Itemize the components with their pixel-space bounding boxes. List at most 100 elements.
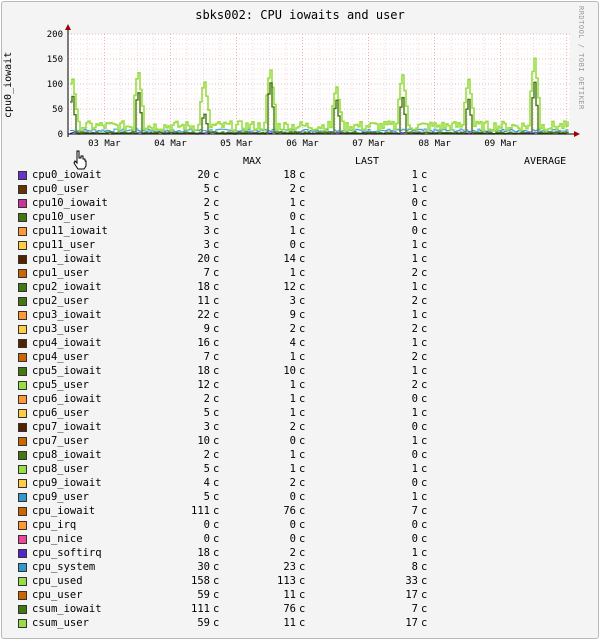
legend-average-value: 7 — [411, 505, 418, 517]
legend-row: cpu11_iowait 3 c 1 c 0 c — [0, 224, 600, 238]
legend-swatch — [18, 269, 27, 278]
legend-row: cpu_iowait 111 c 76 c 7 c — [0, 504, 600, 518]
legend-unit: c — [213, 617, 220, 629]
legend-series-name: cpu11_iowait — [32, 225, 108, 237]
legend-average-value: 1 — [411, 183, 418, 195]
legend-last-value: 76 — [283, 603, 296, 615]
legend-row: cpu_used 158 c 113 c 33 c — [0, 574, 600, 588]
legend-unit: c — [213, 365, 220, 377]
legend-row: csum_user 59 c 11 c 17 c — [0, 616, 600, 630]
legend-swatch — [18, 353, 27, 362]
legend-swatch — [18, 535, 27, 544]
legend-average-value: 2 — [411, 351, 418, 363]
legend-last-value: 0 — [289, 211, 296, 223]
legend-series-name: cpu_irq — [32, 519, 77, 531]
legend-unit: c — [299, 211, 306, 223]
legend-unit: c — [421, 211, 428, 223]
legend-row: cpu_system 30 c 23 c 8 c — [0, 560, 600, 574]
legend-max-value: 2 — [203, 393, 210, 405]
legend-unit: c — [299, 281, 306, 293]
legend-unit: c — [213, 337, 220, 349]
legend-last-value: 3 — [289, 295, 296, 307]
legend-unit: c — [421, 183, 428, 195]
legend-unit: c — [299, 421, 306, 433]
legend-row: cpu_irq 0 c 0 c 0 c — [0, 518, 600, 532]
legend-average-value: 1 — [411, 365, 418, 377]
legend-last-value: 0 — [289, 491, 296, 503]
x-tick-label: 04 Mar — [154, 139, 187, 149]
legend-series-name: cpu1_iowait — [32, 253, 102, 265]
legend-series-name: cpu4_user — [32, 351, 89, 363]
legend-swatch — [18, 297, 27, 306]
legend-series-name: cpu7_iowait — [32, 421, 102, 433]
legend-last-value: 0 — [289, 435, 296, 447]
series-line-cpu-used — [70, 57, 569, 132]
legend-series-name: cpu2_user — [32, 295, 89, 307]
legend-swatch — [18, 395, 27, 404]
legend-unit: c — [299, 197, 306, 209]
legend-max-value: 12 — [197, 379, 210, 391]
legend-header-max: MAX — [243, 156, 262, 167]
legend-last-value: 1 — [289, 197, 296, 209]
legend-unit: c — [421, 337, 428, 349]
legend-swatch — [18, 241, 27, 250]
legend-max-value: 111 — [191, 603, 210, 615]
legend-last-value: 1 — [289, 351, 296, 363]
legend-average-value: 0 — [411, 197, 418, 209]
legend-series-name: cpu_softirq — [32, 547, 102, 559]
x-tick-label: 03 Mar — [88, 139, 121, 149]
legend-unit: c — [421, 575, 428, 587]
legend-unit: c — [299, 589, 306, 601]
legend-swatch — [18, 255, 27, 264]
x-tick-label: 08 Mar — [418, 139, 451, 149]
legend-unit: c — [299, 323, 306, 335]
legend-unit: c — [213, 463, 220, 475]
y-tick-label: 150 — [47, 55, 63, 65]
legend-swatch — [18, 227, 27, 236]
legend-max-value: 5 — [203, 211, 210, 223]
legend-unit: c — [421, 421, 428, 433]
legend-series-name: cpu7_user — [32, 435, 89, 447]
legend-series-name: cpu6_user — [32, 407, 89, 419]
legend-row: cpu4_iowait 16 c 4 c 1 c — [0, 336, 600, 350]
legend-unit: c — [299, 337, 306, 349]
legend-swatch — [18, 507, 27, 516]
legend-max-value: 18 — [197, 281, 210, 293]
legend-last-value: 1 — [289, 407, 296, 419]
legend-max-value: 2 — [203, 449, 210, 461]
legend-unit: c — [213, 505, 220, 517]
legend-swatch — [18, 171, 27, 180]
legend-max-value: 5 — [203, 463, 210, 475]
legend-swatch — [18, 465, 27, 474]
legend-unit: c — [213, 603, 220, 615]
legend-unit: c — [299, 561, 306, 573]
legend-series-name: cpu3_user — [32, 323, 89, 335]
legend-max-value: 3 — [203, 225, 210, 237]
legend-series-name: cpu3_iowait — [32, 309, 102, 321]
legend-swatch — [18, 325, 27, 334]
x-tick-label: 06 Mar — [286, 139, 319, 149]
legend-series-name: cpu5_user — [32, 379, 89, 391]
legend-unit: c — [213, 239, 220, 251]
legend-unit: c — [421, 379, 428, 391]
legend-average-value: 0 — [411, 519, 418, 531]
legend-unit: c — [421, 309, 428, 321]
legend-series-name: cpu10_iowait — [32, 197, 108, 209]
legend-unit: c — [421, 519, 428, 531]
y-tick-label: 100 — [47, 80, 63, 90]
legend-unit: c — [299, 505, 306, 517]
legend-average-value: 33 — [405, 575, 418, 587]
legend-swatch — [18, 283, 27, 292]
legend-last-value: 1 — [289, 463, 296, 475]
legend-unit: c — [299, 393, 306, 405]
legend-unit: c — [299, 617, 306, 629]
legend-unit: c — [299, 169, 306, 181]
legend-average-value: 1 — [411, 491, 418, 503]
legend-row: cpu6_user 5 c 1 c 1 c — [0, 406, 600, 420]
legend-unit: c — [421, 197, 428, 209]
legend-row: cpu0_iowait 20 c 18 c 1 c — [0, 168, 600, 182]
legend-series-name: cpu_iowait — [32, 505, 96, 517]
legend-unit: c — [421, 449, 428, 461]
legend-unit: c — [213, 351, 220, 363]
legend-average-value: 1 — [411, 211, 418, 223]
